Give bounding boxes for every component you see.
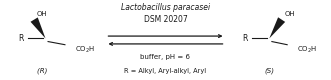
Text: CO$_2$H: CO$_2$H — [297, 45, 317, 55]
Text: buffer, pH = 6: buffer, pH = 6 — [140, 54, 191, 60]
Text: R: R — [242, 34, 248, 43]
Text: DSM 20207: DSM 20207 — [144, 15, 187, 24]
Text: OH: OH — [37, 11, 48, 17]
Text: OH: OH — [284, 11, 295, 17]
Polygon shape — [30, 17, 45, 38]
Text: R = Alkyl, Aryl-alkyl, Aryl: R = Alkyl, Aryl-alkyl, Aryl — [124, 68, 207, 74]
Text: (S): (S) — [264, 68, 274, 74]
Text: R: R — [19, 34, 24, 43]
Polygon shape — [269, 17, 285, 38]
Text: Lactobacillus paracasei: Lactobacillus paracasei — [121, 3, 210, 12]
Text: (​R): (​R) — [37, 68, 47, 74]
Text: CO$_2$H: CO$_2$H — [75, 45, 95, 55]
